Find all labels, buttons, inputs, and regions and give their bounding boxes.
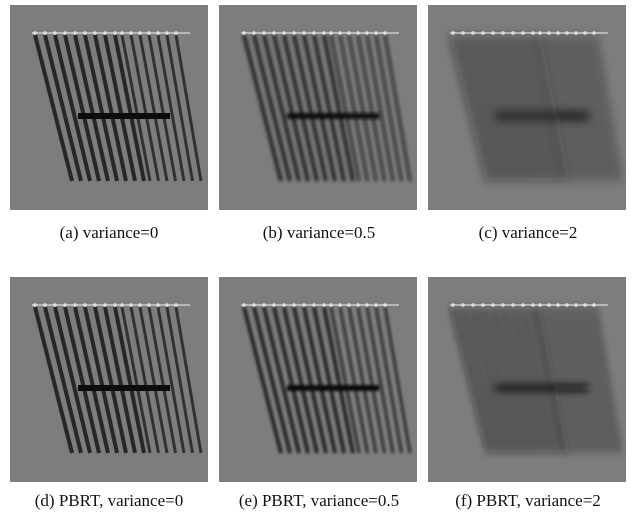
- caption: (a) variance=0: [4, 223, 214, 243]
- caption: (e) PBRT, variance=0.5: [214, 491, 424, 511]
- render-image: [10, 5, 208, 210]
- caption: (d) PBRT, variance=0: [4, 491, 214, 511]
- caption: (c) variance=2: [423, 223, 633, 243]
- render-image: [428, 5, 626, 210]
- figure-images: [0, 0, 635, 515]
- render-image: [219, 5, 417, 210]
- caption: (f) PBRT, variance=2: [423, 491, 633, 511]
- figure: (a) variance=0 (b) variance=0.5 (c) vari…: [0, 0, 635, 515]
- render-image: [428, 277, 626, 482]
- caption: (b) variance=0.5: [214, 223, 424, 243]
- render-image: [219, 277, 417, 482]
- render-image: [10, 277, 208, 482]
